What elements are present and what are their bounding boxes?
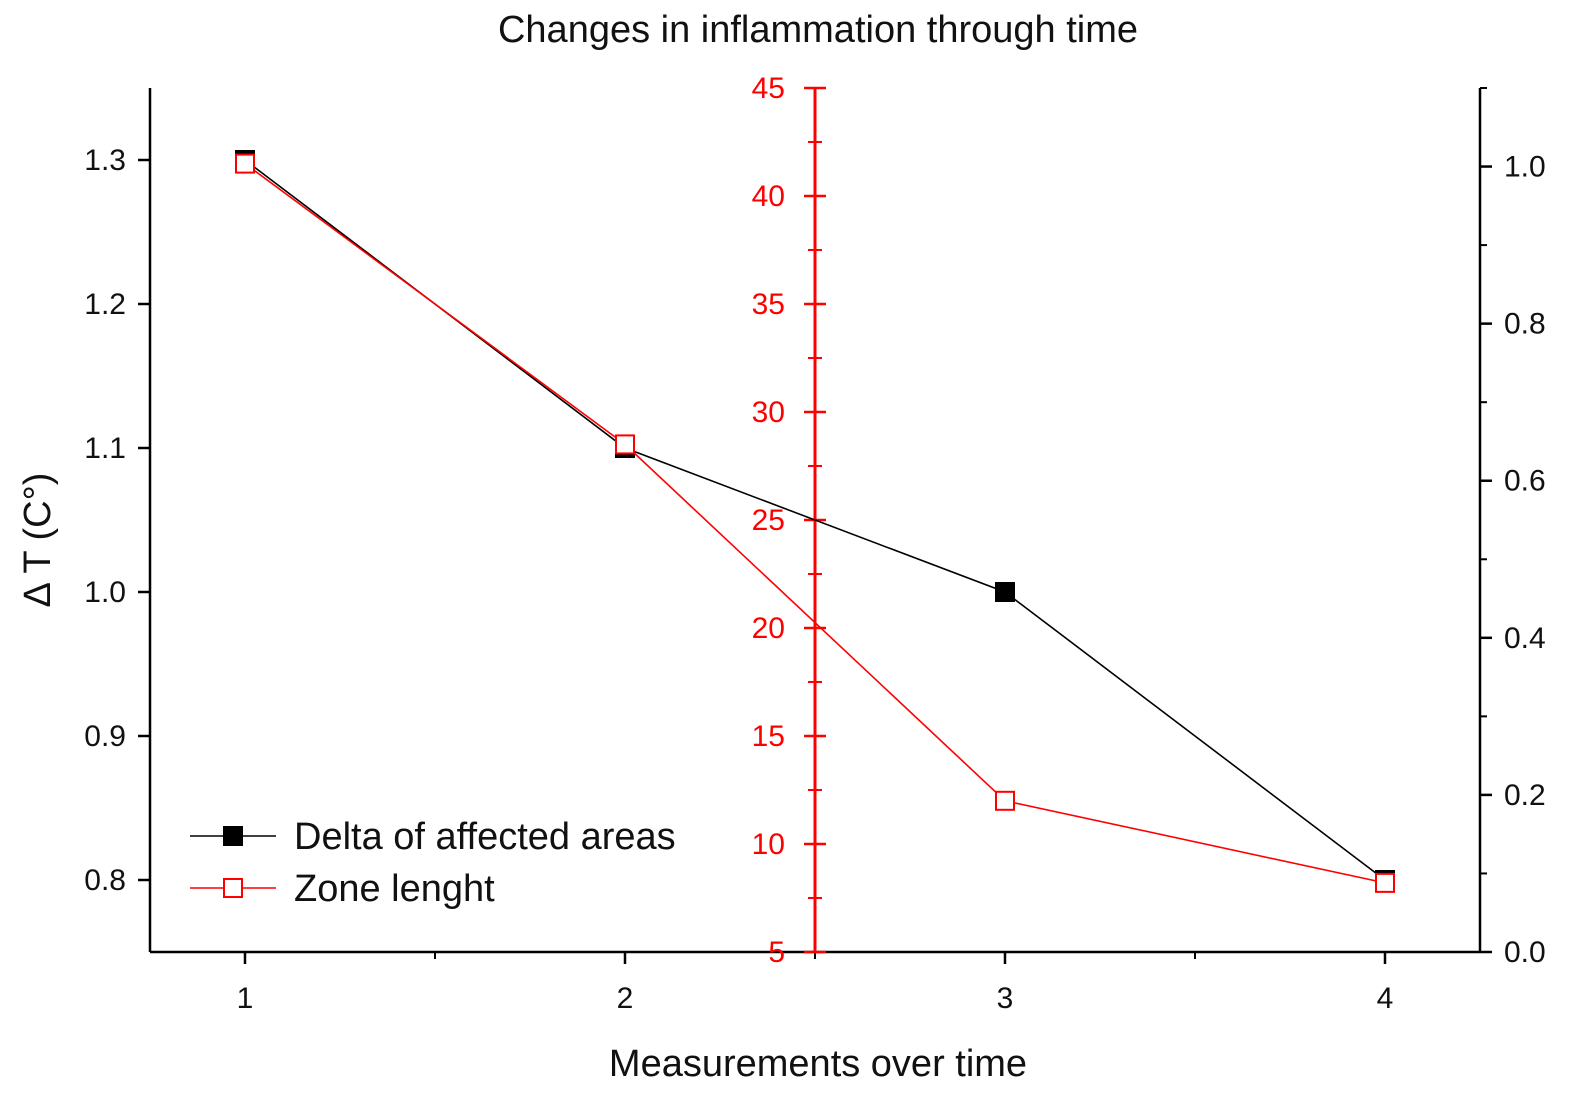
y-middle-tick-label: 45 [752,72,785,105]
y-middle-tick-label: 15 [752,720,785,753]
y-left-tick-label: 1.1 [84,432,126,465]
x-axis-title: Measurements over time [609,1043,1027,1085]
legend-marker [223,826,243,846]
y-middle-tick-label: 35 [752,288,785,321]
x-tick-label: 2 [617,982,634,1015]
legend-label: Delta of affected areas [294,816,676,858]
data-point-1 [235,153,255,174]
series-line-1 [244,162,1386,884]
axes: 1 2 3 4 0.8 0.9 1.0 1.1 1.2 1.3 0.0 0.2 0.4 0.6 0.8 1.0… [84,72,1545,1015]
legend: Delta of affected areas Zone lenght [190,816,676,910]
x-tick-label: 3 [997,982,1014,1015]
y-right-tick-label: 0.4 [1504,622,1546,655]
y-left-tick-label: 0.8 [84,864,126,897]
y-right-tick-label: 0.0 [1504,936,1546,969]
y-middle-tick-label: 20 [752,612,785,645]
y-left-tick-label: 1.3 [84,144,126,177]
x-tick-label: 1 [237,982,254,1015]
data-point-1 [615,434,635,455]
data-point-0 [995,582,1015,602]
series [235,150,1395,893]
data-point-1 [1375,872,1395,893]
x-tick-label: 4 [1377,982,1394,1015]
y-right-tick-label: 0.8 [1504,308,1546,341]
y-middle-tick-label: 30 [752,396,785,429]
y-middle-tick-label: 10 [752,828,785,861]
y-middle-tick-label: 25 [752,504,785,537]
legend-marker [223,878,243,898]
data-point-1 [995,790,1015,811]
y-middle-tick-label: 40 [752,180,785,213]
chart-title: Changes in inflammation through time [498,9,1138,51]
y-left-tick-label: 0.9 [84,720,126,753]
legend-label: Zone lenght [294,868,495,910]
y-left-tick-label: 1.2 [84,288,126,321]
y-right-tick-label: 1.0 [1504,151,1546,184]
y-right-tick-label: 0.6 [1504,465,1546,498]
y-left-tick-label: 1.0 [84,576,126,609]
y-axis-title: Δ T (C°) [17,473,59,608]
y-middle-tick-label: 5 [768,936,785,969]
y-right-tick-label: 0.2 [1504,779,1546,812]
